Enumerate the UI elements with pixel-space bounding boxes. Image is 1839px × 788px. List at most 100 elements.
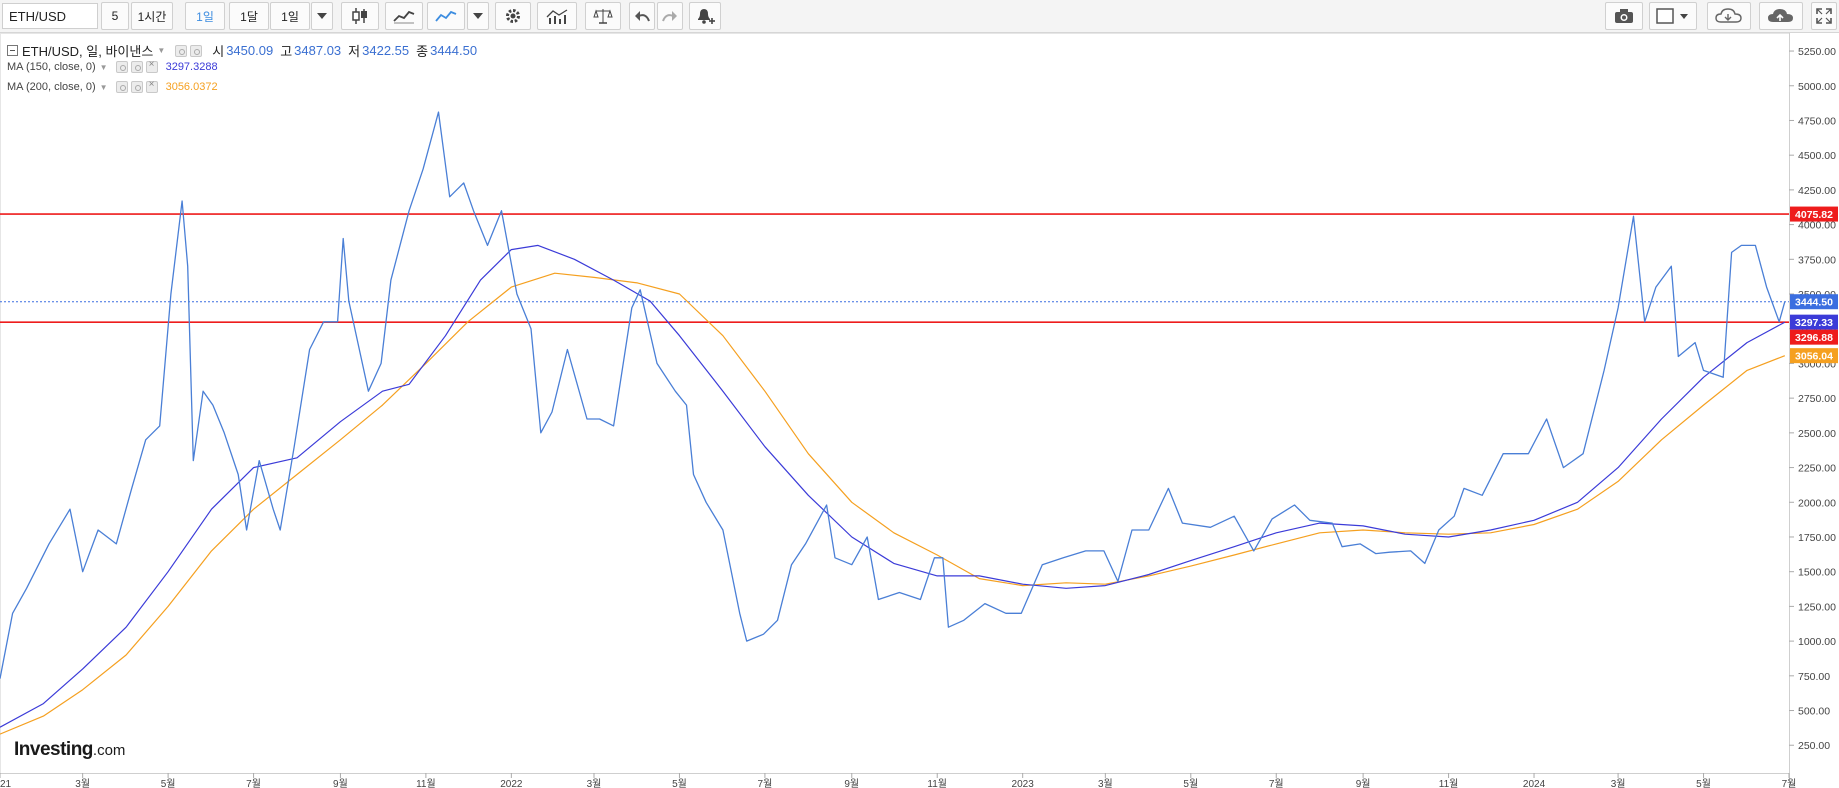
ma200-hide-icon[interactable]: [115, 81, 128, 93]
high-value: 3487.03: [294, 43, 342, 58]
price-label-box: [1790, 206, 1838, 222]
ma200-menu-caret[interactable]: ▼: [99, 82, 108, 92]
ma200-remove-icon[interactable]: [145, 79, 158, 93]
x-tick-label: 11월: [927, 778, 947, 788]
ma150-settings-icon[interactable]: [130, 61, 143, 73]
series-lines: [0, 111, 1786, 735]
ma150-legend: MA (150, close, 0) ▼ 3297.3288: [7, 59, 218, 73]
gear-icon: [506, 9, 520, 23]
ma150-remove-icon[interactable]: [145, 59, 158, 73]
interval-dropdown-button[interactable]: [311, 2, 333, 30]
load-cloud-button[interactable]: [1707, 2, 1751, 30]
x-tick-label: 9월: [333, 778, 348, 788]
x-tick-label: 7월: [1782, 778, 1797, 788]
legend-menu-caret[interactable]: ▼: [157, 46, 166, 55]
open-value: 3450.09: [226, 43, 274, 58]
axes: 5250.00 5000.00 4750.00 4500.00 4250.00 4000.…: [0, 33, 1836, 788]
camera-icon: [1615, 9, 1633, 23]
redo-button[interactable]: [657, 2, 683, 30]
y-tick-label: 2000.00: [1798, 497, 1836, 509]
layout-select-button[interactable]: [1649, 2, 1697, 30]
x-tick-label: 5월: [161, 778, 176, 788]
hide-series-icon[interactable]: [175, 44, 188, 57]
fullscreen-button[interactable]: [1811, 2, 1837, 30]
ma150-menu-caret[interactable]: ▼: [99, 62, 108, 72]
compare-button[interactable]: [585, 2, 621, 30]
y-tick-label: 4750.00: [1798, 115, 1836, 127]
interval-1d-alt-button[interactable]: 1일: [270, 2, 310, 30]
y-tick-label: 4500.00: [1798, 150, 1836, 162]
interval-1h-button[interactable]: 1시간: [131, 2, 173, 30]
x-tick-label: 7월: [1269, 778, 1284, 788]
x-tick-label: 11월: [416, 778, 436, 788]
line-style-button[interactable]: [427, 2, 465, 30]
high-label: 고: [280, 44, 293, 59]
investing-logo: Investing.com: [14, 739, 125, 761]
price-label-box: [1790, 294, 1838, 310]
indicators-button[interactable]: [537, 2, 577, 30]
settings-button[interactable]: [495, 2, 531, 30]
layout-icon: [1656, 8, 1688, 24]
toolbar: 5 1시간 1일 1달 1일: [0, 0, 1839, 33]
close-label: 종: [416, 44, 429, 59]
x-tick-label: 2024: [1523, 779, 1546, 788]
main-legend: ETH/USD, 일, 바이낸스 ▼ 시 3450.09 고 3487.03 저…: [7, 41, 477, 60]
low-label: 저: [348, 44, 361, 59]
price-label-box: [1790, 314, 1838, 330]
y-tick-label: 750.00: [1798, 671, 1830, 683]
x-tick-label: 3월: [587, 778, 602, 788]
y-tick-label: 4250.00: [1798, 185, 1836, 197]
x-tick-label: 5월: [672, 778, 687, 788]
y-tick-label: 500.00: [1798, 706, 1830, 718]
cloud-download-icon: [1715, 8, 1742, 23]
chevron-down-icon: [473, 13, 483, 19]
y-tick-label: 4000.00: [1798, 220, 1836, 232]
candlestick-icon: [352, 8, 367, 24]
price-label-text: 3296.88: [1795, 332, 1833, 344]
y-tick-label: 1000.00: [1798, 636, 1836, 648]
close-value: 3444.50: [430, 43, 478, 58]
main-series-name: ETH/USD, 일, 바이낸스: [22, 44, 154, 59]
series-settings-icon[interactable]: [190, 44, 203, 57]
x-tick-label: 2022: [500, 779, 523, 788]
candles-chart-type-button[interactable]: [341, 2, 379, 30]
ma150-label: MA (150, close, 0): [7, 61, 96, 73]
chevron-down-icon: [317, 13, 327, 19]
chart-area[interactable]: 5250.00 5000.00 4750.00 4500.00 4250.00 4000.…: [0, 33, 1839, 788]
price-label-text: 3444.50: [1795, 297, 1833, 309]
undo-icon: [635, 11, 650, 22]
alert-button[interactable]: [689, 2, 721, 30]
y-tick-label: 1500.00: [1798, 567, 1836, 579]
grid: [0, 33, 1790, 774]
ma200-legend: MA (200, close, 0) ▼ 3056.0372: [7, 79, 218, 93]
y-tick-label: 2500.00: [1798, 428, 1836, 440]
ma150-hide-icon[interactable]: [115, 61, 128, 73]
price-chart[interactable]: 5250.00 5000.00 4750.00 4500.00 4250.00 4000.…: [0, 33, 1839, 788]
screenshot-button[interactable]: [1605, 2, 1643, 30]
low-value: 3422.55: [362, 43, 410, 58]
x-tick-label: 11월: [1439, 778, 1459, 788]
logo-text: Investing: [14, 739, 93, 760]
fullscreen-icon: [1816, 8, 1832, 24]
price-label-text: 3297.33: [1795, 317, 1833, 329]
line-chart-type-button[interactable]: [385, 2, 423, 30]
collapse-legend-icon[interactable]: [7, 45, 18, 56]
price-labels: 4075.82 3444.50 3297.33 3296.88 3056.04: [1790, 206, 1838, 364]
ma200-settings-icon[interactable]: [130, 81, 143, 93]
x-tick-label: 2023: [1012, 779, 1035, 788]
chart-type-dropdown-button[interactable]: [467, 2, 489, 30]
interval-1d-button[interactable]: 1일: [185, 2, 225, 30]
y-tick-label: 1750.00: [1798, 532, 1836, 544]
interval-1m-button[interactable]: 1달: [229, 2, 269, 30]
bell-plus-icon: [698, 9, 715, 24]
area-chart-icon: [393, 10, 415, 24]
price-label-text: 3056.04: [1795, 351, 1833, 363]
open-label: 시: [212, 44, 225, 59]
save-cloud-button[interactable]: [1759, 2, 1803, 30]
y-tick-label: 5250.00: [1798, 46, 1836, 58]
y-tick-label: 2750.00: [1798, 393, 1836, 405]
symbol-search-input[interactable]: [2, 3, 98, 29]
undo-button[interactable]: [629, 2, 655, 30]
horizontal-lines: [0, 213, 1789, 324]
interval-5-button[interactable]: 5: [101, 2, 129, 30]
